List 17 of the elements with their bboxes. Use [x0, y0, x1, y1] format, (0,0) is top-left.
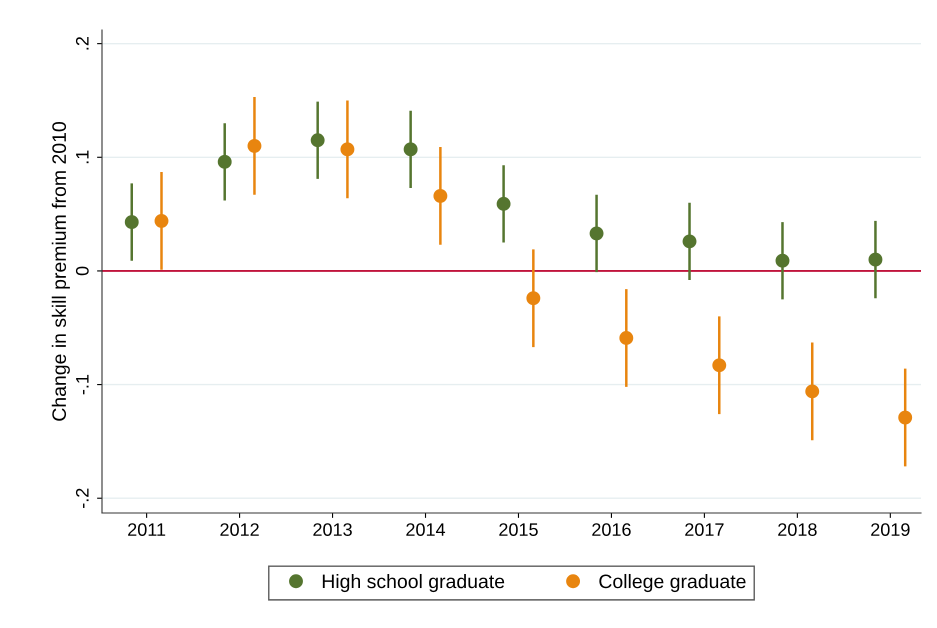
y-tick-label: -.2: [76, 488, 89, 508]
x-tick-label: 2018: [778, 523, 817, 536]
y-tick-label: 0: [76, 266, 89, 276]
x-tick-label: 2012: [220, 523, 259, 536]
y-tick-label: .1: [76, 150, 89, 164]
y-axis-title: Change in skill premium from 2010: [52, 122, 70, 421]
x-tick-label: 2015: [499, 523, 538, 536]
y-tick-label: .2: [76, 37, 89, 50]
x-tick-label: 2011: [128, 523, 166, 536]
x-tick-label: 2016: [592, 523, 631, 536]
legend-label: College graduate: [599, 574, 746, 592]
y-tick-label: -.1: [76, 374, 89, 394]
x-tick-label: 2019: [871, 523, 910, 536]
x-tick-label: 2014: [406, 523, 446, 536]
legend-label: High school graduate: [322, 574, 504, 592]
x-tick-label: 2013: [313, 523, 352, 536]
x-tick-label: 2017: [685, 523, 724, 536]
